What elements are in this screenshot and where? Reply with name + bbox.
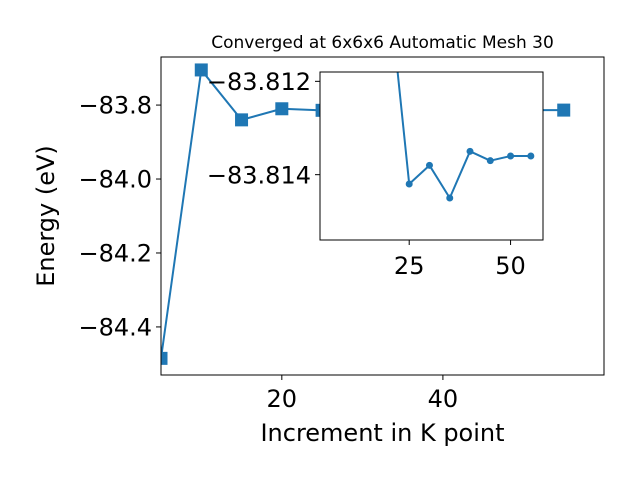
main-point-2 (235, 113, 249, 127)
main-y-axis-label: Energy (eV) (32, 145, 60, 287)
inset-point-3 (446, 194, 454, 202)
main-y-tick-label-0: −84.4 (78, 314, 152, 342)
inset-x-tick-label-0: 25 (394, 252, 425, 280)
main-y-tick-label-3: −83.8 (78, 92, 152, 120)
main-title: Converged at 6x6x6 Automatic Mesh 30 (211, 33, 554, 53)
main-point-3 (275, 102, 289, 116)
inset-y-tick-label-0: −83.814 (207, 161, 311, 189)
main-point-10 (557, 103, 571, 117)
main-x-tick-label-0: 20 (267, 385, 298, 413)
main-point-0 (161, 351, 168, 365)
main-y-tick-label-1: −84.2 (78, 240, 152, 268)
main-frame (160, 56, 605, 376)
inset-plot: 25 50 −83.814 −83.812 (207, 68, 544, 280)
inset-x-tick-label-1: 50 (495, 252, 526, 280)
main-x-axis-label: Increment in K point (260, 419, 504, 447)
inset-frame (319, 71, 544, 241)
main-y-tick-label-2: −84.0 (78, 166, 152, 194)
inset-point-4 (466, 147, 474, 155)
inset-series-group (396, 72, 535, 202)
inset-point-2 (425, 161, 433, 169)
inset-point-1 (405, 180, 413, 188)
inset-point-7 (527, 152, 535, 160)
inset-background (320, 72, 543, 240)
inset-point-5 (486, 157, 494, 165)
main-point-1 (194, 63, 208, 77)
main-x-tick-label-1: 40 (428, 385, 459, 413)
inset-point-6 (507, 152, 515, 160)
inset-y-tick-label-1: −83.812 (207, 68, 311, 96)
